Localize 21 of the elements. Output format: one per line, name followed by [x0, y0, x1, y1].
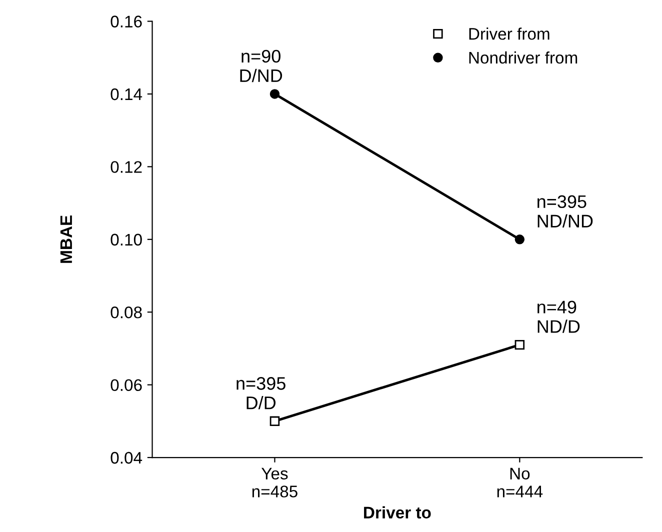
- y-tick-label: 0.14: [110, 88, 142, 100]
- annotation: n=395 D/D: [236, 377, 286, 410]
- legend-label: Nondriver from: [469, 51, 578, 64]
- y-tick-label: 0.16: [110, 16, 142, 28]
- point: [270, 416, 280, 426]
- y-tick-label: 0.06: [110, 379, 142, 392]
- point: [514, 234, 525, 244]
- x-tick-label: Yes n=485: [252, 468, 298, 498]
- x-tick-label: No n=444: [497, 468, 543, 498]
- y-tick-label: 0.10: [110, 234, 142, 246]
- annotation: n=90 D/ND: [240, 50, 282, 82]
- legend-label: Driver from: [469, 28, 550, 40]
- annotation: n=49 ND/D: [538, 300, 580, 333]
- point: [270, 89, 280, 99]
- x-axis-title: Driver to: [364, 506, 431, 519]
- point: [514, 340, 525, 350]
- y-axis-title: MBAE: [60, 216, 72, 263]
- y-tick-label: 0.04: [110, 452, 142, 464]
- y-tick-label: 0.12: [110, 161, 142, 173]
- y-tick-label: 0.08: [110, 306, 142, 318]
- annotation: n=395 ND/ND: [538, 195, 593, 228]
